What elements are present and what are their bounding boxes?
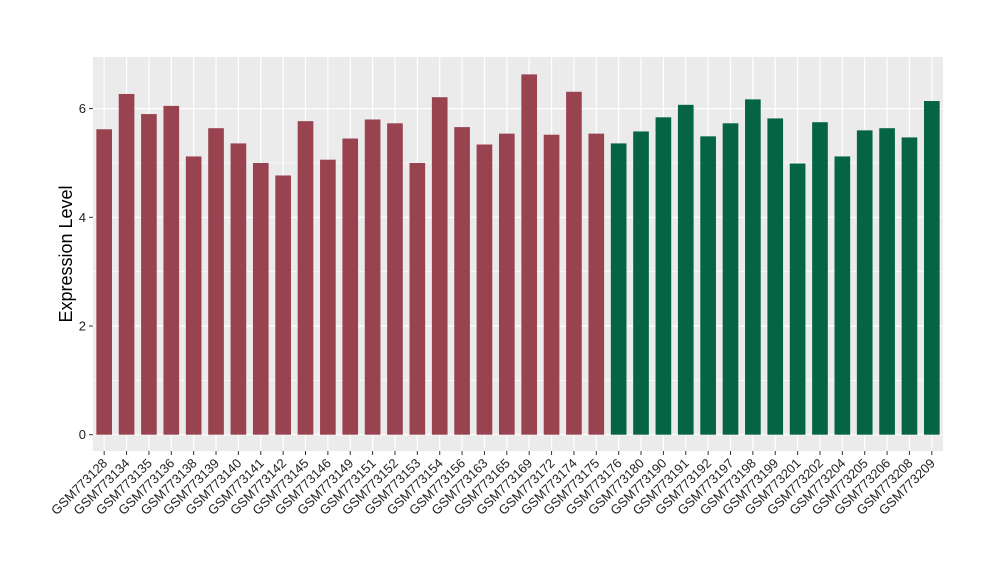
y-tick-label: 6 (79, 101, 86, 116)
bar-GSM773140 (230, 143, 247, 435)
bar-GSM773180 (633, 131, 649, 435)
bar-GSM773190 (655, 117, 672, 435)
bar-GSM773204 (834, 156, 851, 435)
x-axis: GSM773128GSM773134GSM773135GSM773136GSM7… (48, 451, 938, 518)
bar-GSM773209 (923, 101, 940, 435)
bar-GSM773192 (700, 136, 716, 435)
bar-GSM773191 (677, 104, 694, 435)
bar-GSM773163 (476, 144, 493, 435)
bar-GSM773176 (610, 143, 627, 435)
bar-GSM773139 (208, 128, 224, 435)
bar-GSM773201 (789, 163, 806, 435)
y-axis: 0 2 4 6 (79, 101, 93, 442)
bar-GSM773206 (879, 128, 895, 435)
y-tick-label: 2 (79, 319, 86, 334)
bar-GSM773151 (364, 119, 381, 435)
bar-GSM773169 (521, 74, 538, 435)
bar-GSM773152 (387, 123, 403, 435)
bars-group (96, 74, 940, 435)
bar-GSM773146 (320, 159, 336, 435)
bar-GSM773128 (96, 129, 113, 435)
bar-GSM773142 (275, 175, 291, 435)
bar-GSM773136 (163, 105, 180, 435)
bar-GSM773208 (901, 137, 918, 435)
bar-GSM773174 (566, 91, 582, 435)
bar-GSM773145 (297, 121, 314, 435)
bar-GSM773156 (454, 127, 470, 435)
bar-GSM773175 (588, 133, 605, 435)
bar-GSM773205 (856, 130, 873, 435)
bar-GSM773202 (812, 122, 828, 435)
bar-GSM773165 (498, 133, 515, 435)
bar-GSM773134 (118, 93, 135, 435)
bar-GSM773135 (141, 114, 157, 435)
bar-GSM773198 (745, 99, 761, 435)
bar-GSM773172 (543, 134, 560, 435)
bar-GSM773138 (185, 156, 202, 435)
bar-GSM773149 (342, 138, 359, 435)
bar-GSM773197 (722, 123, 739, 435)
bar-GSM773154 (431, 97, 448, 435)
bar-GSM773141 (252, 162, 269, 435)
bar-GSM773153 (409, 162, 426, 435)
bar-GSM773199 (767, 118, 784, 435)
y-axis-title: Expression Level (56, 185, 76, 322)
y-tick-label: 0 (79, 427, 86, 442)
y-tick-label: 4 (79, 210, 86, 225)
